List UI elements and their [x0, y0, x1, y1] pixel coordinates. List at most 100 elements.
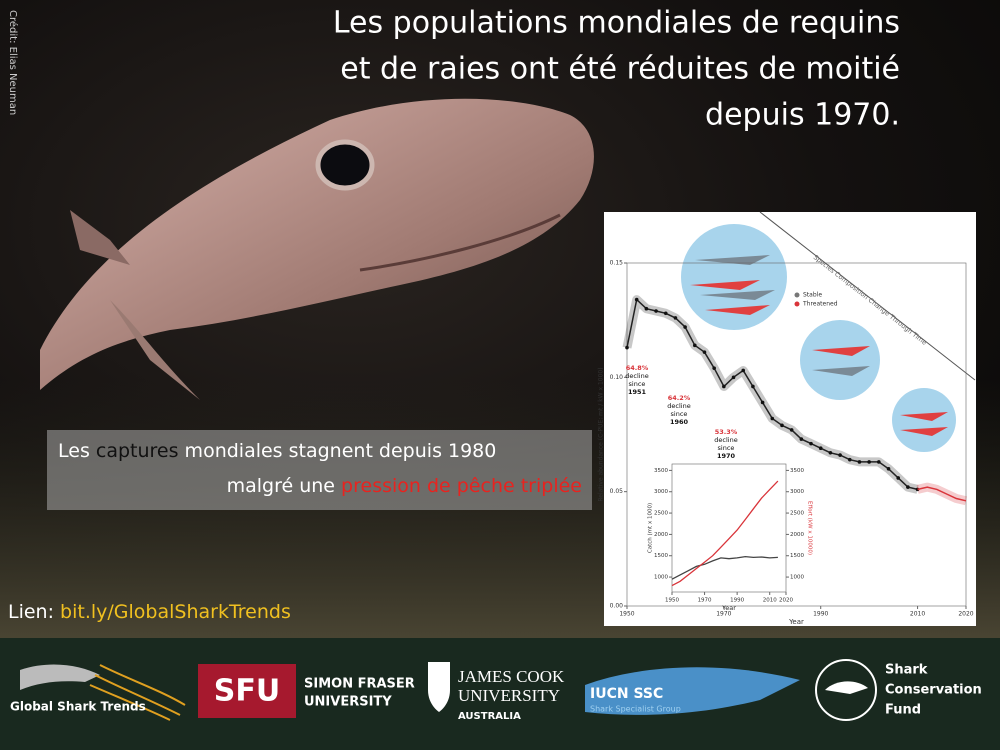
- annotation: 64.2%: [668, 394, 691, 402]
- link-label: Lien:: [8, 601, 60, 623]
- data-point: [799, 437, 804, 441]
- caption-highlight: pression de pêche triplée: [341, 475, 582, 497]
- data-point: [634, 297, 639, 302]
- data-point: [731, 375, 736, 380]
- x-axis-label: Year: [721, 604, 736, 612]
- x-tick-label: 2020: [958, 611, 973, 618]
- y2-axis-label: Effort (kW x 10000): [807, 501, 813, 555]
- logo-band: [0, 638, 1000, 750]
- caption-line: malgré une pression de pêche triplée: [227, 475, 582, 497]
- annotation: 1951: [628, 388, 647, 396]
- logo-text: SFU: [214, 674, 280, 709]
- annotation: decline: [625, 372, 648, 380]
- y-tick-label: 0.05: [610, 488, 624, 495]
- data-point: [654, 309, 658, 313]
- data-point: [867, 460, 871, 464]
- series-line: [917, 486, 967, 502]
- data-point: [693, 343, 697, 348]
- x-tick-label: 1970: [698, 598, 712, 604]
- x-tick-label: 1950: [665, 598, 679, 604]
- y-tick-label: 1500: [654, 553, 668, 559]
- x-tick-label: 1990: [813, 611, 828, 618]
- y2-tick-label: 1500: [790, 553, 804, 559]
- x-tick-label: 1950: [619, 611, 634, 618]
- y2-tick-label: 2500: [790, 511, 804, 517]
- data-point: [683, 325, 687, 329]
- data-point: [818, 446, 823, 451]
- data-point: [809, 441, 813, 446]
- y-tick-label: 2500: [654, 511, 668, 517]
- y-tick-label: 0.15: [610, 260, 624, 267]
- annotation: since: [718, 444, 735, 452]
- x-axis-label: Year: [788, 618, 804, 626]
- title-line: Les populations mondiales de requins: [333, 6, 900, 41]
- data-point: [673, 316, 678, 320]
- plot-frame: [626, 262, 967, 607]
- annotation: decline: [714, 436, 737, 444]
- logo-iucn: IUCN SSC Shark Specialist Group: [585, 667, 800, 715]
- credit: Crédit: Elias Neuman: [7, 10, 19, 115]
- annotation: decline: [667, 402, 690, 410]
- legend-swatch: [794, 292, 800, 298]
- series-line: [671, 480, 779, 587]
- logo-text: AUSTRALIA: [458, 711, 521, 722]
- data-point: [847, 457, 852, 462]
- data-point: [644, 306, 649, 311]
- logo-text: Fund: [885, 703, 921, 718]
- x-tick-label: 1970: [716, 611, 731, 618]
- data-point: [625, 345, 629, 350]
- y-tick-label: 3500: [654, 468, 668, 474]
- logo-text: Global Shark Trends: [10, 700, 146, 714]
- y-tick-label: 0.00: [610, 603, 624, 610]
- logo-text: IUCN SSC: [590, 686, 663, 702]
- logo-jcu: JAMES COOK UNIVERSITY AUSTRALIA: [428, 662, 565, 722]
- caption-highlight: captures: [96, 440, 179, 462]
- logo-text: UNIVERSITY: [458, 686, 560, 705]
- title-line: et de raies ont été réduites de moitié: [340, 52, 900, 87]
- logo-text: Shark Specialist Group: [590, 705, 681, 714]
- composition-circles: [681, 211, 976, 452]
- legend-label: Threatened: [802, 301, 838, 308]
- data-point: [712, 366, 716, 370]
- annotation: 64.8%: [626, 364, 649, 372]
- series-line: [671, 555, 778, 580]
- data-point: [896, 476, 900, 480]
- y2-tick-label: 3500: [790, 468, 804, 474]
- legend-label: Stable: [803, 292, 822, 299]
- y2-tick-label: 3000: [790, 489, 804, 495]
- caption-text: Les: [58, 440, 96, 462]
- x-tick-label: 2010: [910, 611, 925, 618]
- x-tick-label: 2020: [779, 598, 793, 604]
- annotation: 1960: [670, 418, 689, 426]
- caption-text: mondiales stagnent depuis 1980: [179, 440, 497, 462]
- annotation: 1970: [717, 452, 736, 460]
- caption-box: [47, 430, 592, 510]
- annotation: since: [671, 410, 688, 418]
- data-point: [828, 450, 833, 455]
- data-point: [770, 416, 775, 421]
- y-tick-label: 2000: [654, 532, 668, 538]
- data-point: [877, 460, 881, 464]
- data-point: [663, 311, 668, 316]
- legend-swatch: [794, 301, 800, 307]
- logo-text: Shark: [885, 663, 928, 678]
- logo-sfu: SFU SIMON FRASER UNIVERSITY: [198, 664, 415, 718]
- title-line: depuis 1970.: [705, 98, 900, 133]
- data-point: [838, 453, 842, 457]
- y2-tick-label: 2000: [790, 532, 804, 538]
- logo-text: Conservation: [885, 683, 982, 698]
- annotation: 53.3%: [715, 428, 738, 436]
- data-point: [906, 485, 910, 489]
- plot-frame: [671, 463, 787, 593]
- y-tick-label: 0.10: [610, 374, 624, 381]
- y-axis-label: Catch (mt x 1000): [648, 503, 654, 553]
- link-url[interactable]: bit.ly/GlobalSharkTrends: [60, 601, 291, 623]
- data-point: [760, 400, 765, 405]
- caption-line: Les captures mondiales stagnent depuis 1…: [58, 440, 496, 462]
- logo-text: JAMES COOK: [458, 667, 565, 686]
- y-tick-label: 3000: [654, 489, 668, 495]
- data-point: [741, 368, 746, 373]
- logo-scf: Shark Conservation Fund: [815, 659, 982, 721]
